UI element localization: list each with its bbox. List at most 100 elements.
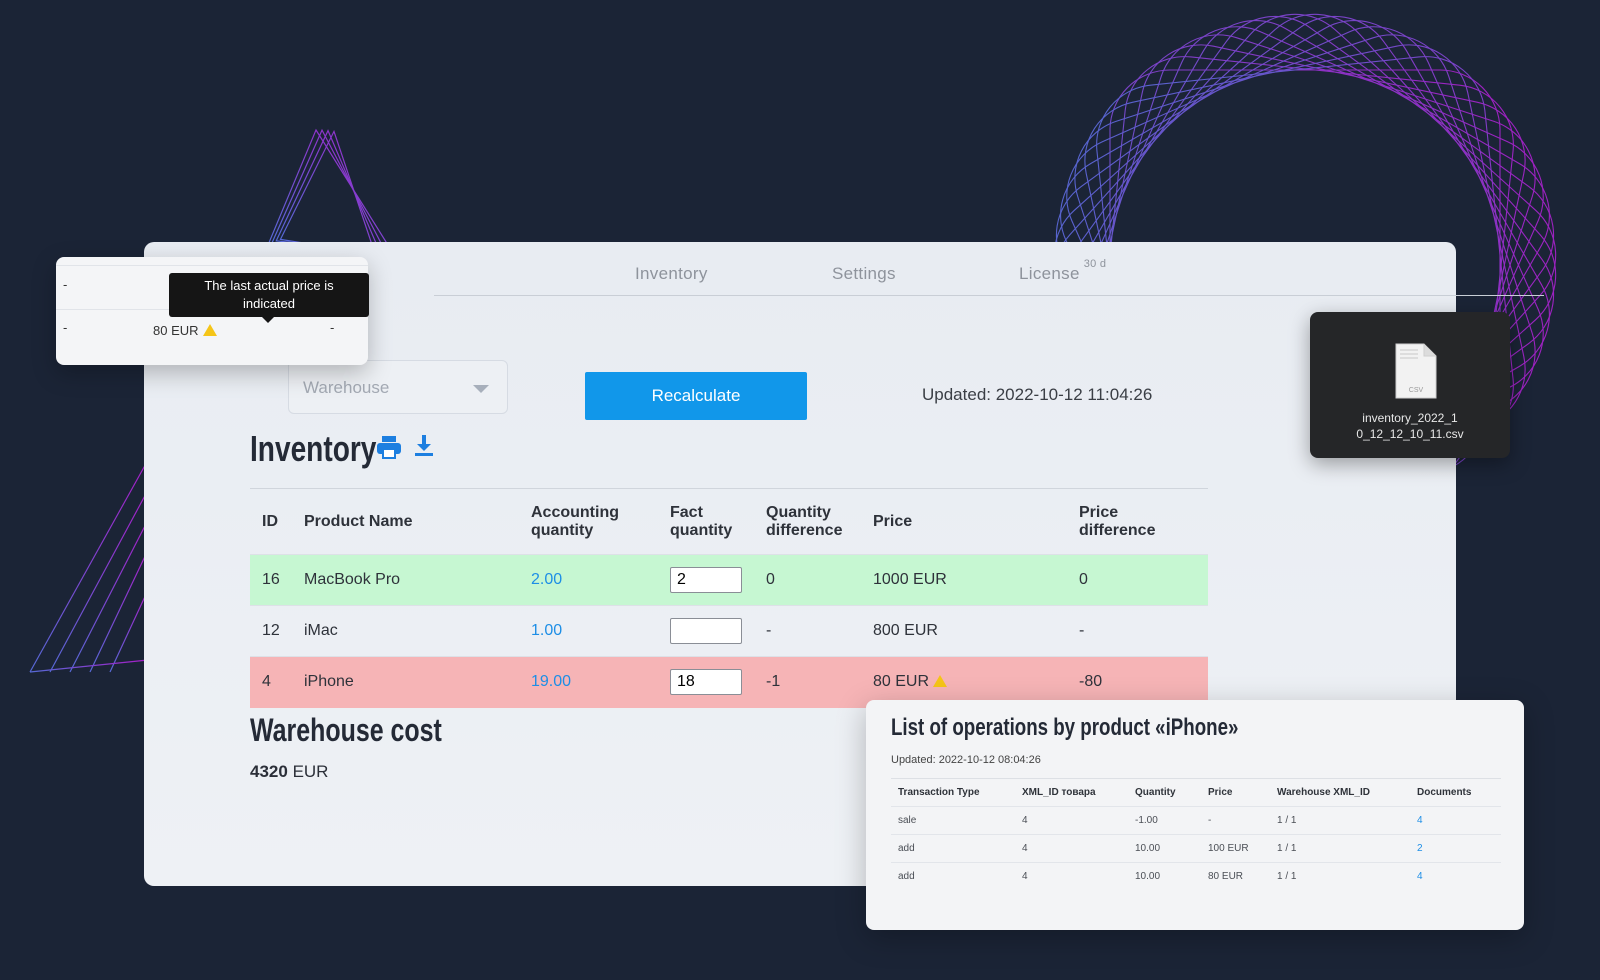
document-link[interactable]: 2 — [1410, 834, 1501, 863]
document-link[interactable]: 4 — [1410, 806, 1501, 835]
file-name: inventory_2022_1 0_12_12_10_11.csv — [1310, 410, 1510, 442]
tab-license[interactable]: License 30 d — [1019, 258, 1106, 284]
tooltip-text: indicated — [242, 296, 296, 311]
cell-type: sale — [891, 806, 1015, 835]
cell-xml-id: 4 — [1015, 834, 1128, 863]
cell-qty-diff: 0 — [754, 554, 861, 606]
warning-icon[interactable] — [202, 324, 217, 336]
cell-product-name: iMac — [292, 605, 519, 657]
cell-product-name: MacBook Pro — [292, 554, 519, 606]
cell-warehouse: 1 / 1 — [1270, 806, 1410, 835]
column-header: Quantity difference — [766, 503, 843, 539]
cell-fact-qty — [658, 554, 754, 606]
svg-text:CSV: CSV — [1409, 387, 1424, 394]
operations-panel: List of operations by product «iPhone» U… — [866, 700, 1524, 930]
cell-qty-diff: -1 — [754, 656, 861, 708]
table-row: add 4 10.00 80 EUR 1 / 1 4 — [891, 862, 1501, 891]
license-days-badge: 30 d — [1083, 258, 1107, 270]
warehouse-cost-currency: EUR — [292, 762, 329, 781]
cell-dash: - — [330, 320, 335, 335]
warehouse-cost-value: 4320 EUR — [250, 762, 328, 782]
column-header: Transaction Type — [898, 787, 980, 798]
cell-price: - — [1201, 806, 1270, 835]
cell-qty-diff: - — [754, 605, 861, 657]
column-header: ID — [262, 512, 278, 530]
column-header: Documents — [1417, 787, 1472, 798]
file-name-line: 0_12_12_10_11.csv — [1356, 427, 1464, 441]
cell-price: 100 EUR — [1201, 834, 1270, 863]
column-header: Price difference — [1079, 503, 1156, 539]
fact-quantity-input[interactable] — [670, 618, 742, 644]
column-header: Price — [873, 512, 913, 530]
cell-price: 1000 EUR — [861, 554, 1067, 606]
operations-title: List of operations by product «iPhone» — [891, 714, 1239, 741]
downloaded-file-card[interactable]: CSV inventory_2022_1 0_12_12_10_11.csv — [1310, 312, 1510, 458]
cell-id: 12 — [250, 605, 292, 657]
updated-timestamp: Updated: 2022-10-12 11:04:26 — [922, 385, 1153, 404]
column-header: Accounting quantity — [531, 503, 619, 539]
tooltip-text: The last actual price is — [204, 278, 334, 293]
cell-quantity: 10.00 — [1128, 834, 1201, 863]
cell-accounting-qty-link[interactable]: 2.00 — [519, 554, 658, 606]
cell-quantity: -1.00 — [1128, 806, 1201, 835]
column-header: Price — [1208, 787, 1233, 798]
cell-dash: - — [63, 320, 68, 335]
table-row: sale 4 -1.00 - 1 / 1 4 — [891, 806, 1501, 835]
warehouse-select-placeholder: Warehouse — [303, 378, 390, 397]
cell-accounting-qty-link[interactable]: 19.00 — [519, 656, 658, 708]
warning-icon[interactable] — [933, 675, 948, 688]
recalculate-button[interactable]: Recalculate — [585, 372, 807, 420]
document-link[interactable]: 4 — [1410, 862, 1501, 891]
cell-accounting-qty-link[interactable]: 1.00 — [519, 605, 658, 657]
operations-updated: Updated: 2022-10-12 08:04:26 — [891, 754, 1041, 766]
print-icon[interactable] — [376, 435, 402, 459]
cell-price-diff: 0 — [1067, 554, 1208, 606]
page-title: Inventory — [250, 428, 377, 469]
download-icon[interactable] — [414, 433, 434, 457]
cell-type: add — [891, 834, 1015, 863]
tab-inventory[interactable]: Inventory — [635, 264, 708, 284]
cell-price: 80 EUR — [861, 656, 1067, 708]
column-header: Quantity — [1135, 787, 1176, 798]
price-value: 80 EUR — [153, 323, 199, 338]
tab-label: Settings — [832, 264, 896, 283]
divider — [56, 265, 368, 266]
tab-label: License — [1019, 264, 1080, 283]
cell-xml-id: 4 — [1015, 806, 1128, 835]
warehouse-cost-amount: 4320 — [250, 762, 288, 781]
tab-label: Inventory — [635, 264, 708, 283]
table-row: 12 iMac 1.00 - 800 EUR - — [250, 605, 1208, 657]
warehouse-select[interactable]: Warehouse — [288, 360, 508, 414]
column-header: Fact quantity — [670, 503, 733, 539]
cell-fact-qty — [658, 656, 754, 708]
table-header-row: Transaction Type XML_ID товара Quantity … — [891, 779, 1501, 807]
price-value: 80 EUR — [873, 673, 930, 691]
inventory-table: ID Product Name Accounting quantity Fact… — [250, 488, 1208, 708]
fact-quantity-input[interactable] — [670, 567, 742, 593]
warehouse-cost-title: Warehouse cost — [250, 712, 442, 748]
column-header: Product Name — [304, 512, 413, 530]
table-row: 16 MacBook Pro 2.00 0 1000 EUR 0 — [250, 554, 1208, 606]
cell-warehouse: 1 / 1 — [1270, 862, 1410, 891]
csv-file-icon: CSV — [1395, 343, 1437, 399]
tooltip: The last actual price is indicated — [169, 273, 369, 323]
cell-fact-qty — [658, 605, 754, 657]
column-header: Warehouse XML_ID — [1277, 787, 1370, 798]
cell-price-diff: -80 — [1067, 656, 1208, 708]
cell-price: 80 EUR — [1201, 862, 1270, 891]
chevron-down-icon — [473, 385, 489, 393]
cell-product-name: iPhone — [292, 656, 519, 708]
table-row: 4 iPhone 19.00 -1 80 EUR -80 — [250, 656, 1208, 708]
column-header: XML_ID товара — [1022, 787, 1096, 798]
cell-dash: - — [63, 277, 68, 292]
table-row: add 4 10.00 100 EUR 1 / 1 2 — [891, 834, 1501, 863]
cell-xml-id: 4 — [1015, 862, 1128, 891]
cell-price-diff: - — [1067, 605, 1208, 657]
price-tooltip-card: - - - - The last actual price is indicat… — [56, 257, 369, 365]
top-navigation: Inventory Settings License 30 d — [434, 242, 1544, 296]
operations-table: Transaction Type XML_ID товара Quantity … — [891, 778, 1501, 891]
tab-settings[interactable]: Settings — [832, 264, 896, 284]
fact-quantity-input[interactable] — [670, 669, 742, 696]
table-header-row: ID Product Name Accounting quantity Fact… — [250, 489, 1208, 555]
file-name-line: inventory_2022_1 — [1362, 411, 1458, 425]
